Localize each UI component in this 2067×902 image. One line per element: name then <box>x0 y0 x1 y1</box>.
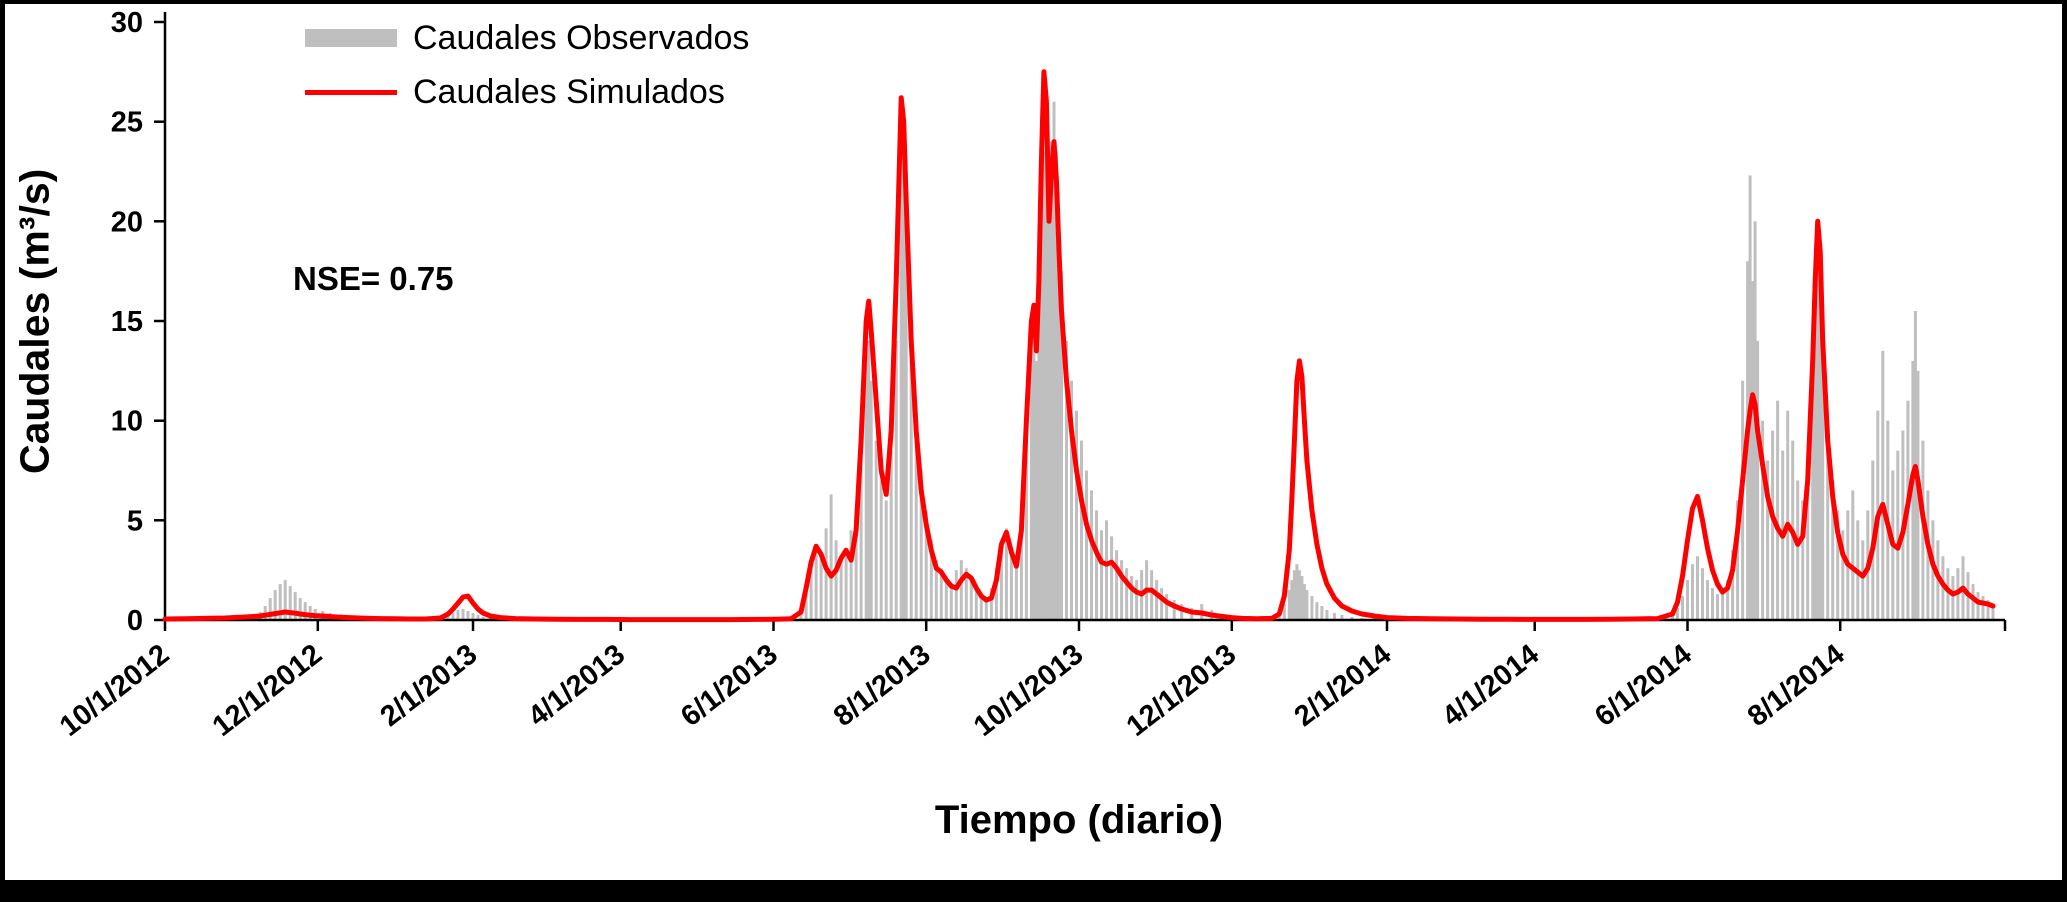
svg-text:15: 15 <box>111 306 143 338</box>
flow-chart: 0 5 10 15 20 25 30 10/1/2012 12/1/2012 2/1/2013 4/… <box>54 7 2007 743</box>
svg-text:0: 0 <box>127 605 143 637</box>
svg-text:10/1/2012: 10/1/2012 <box>54 638 175 743</box>
nse-annotation: NSE= 0.75 <box>293 260 454 297</box>
svg-text:6/1/2014: 6/1/2014 <box>1589 638 1698 733</box>
svg-text:12/1/2013: 12/1/2013 <box>1121 638 1242 743</box>
axes <box>154 12 2007 631</box>
y-tick-labels: 0 5 10 15 20 25 30 <box>111 7 143 637</box>
simulated-line-swatch <box>305 89 397 95</box>
svg-text:25: 25 <box>111 107 143 139</box>
svg-text:4/1/2013: 4/1/2013 <box>522 638 631 733</box>
svg-text:8/1/2014: 8/1/2014 <box>1742 638 1851 733</box>
observed-bar-swatch <box>305 29 397 47</box>
svg-text:5: 5 <box>127 505 143 537</box>
legend-item-observed: Caudales Observados <box>305 16 749 60</box>
svg-text:8/1/2013: 8/1/2013 <box>828 638 937 733</box>
legend: Caudales Observados Caudales Simulados <box>305 16 749 114</box>
simulated-line <box>162 69 1996 623</box>
svg-text:20: 20 <box>111 206 143 238</box>
svg-text:6/1/2013: 6/1/2013 <box>675 638 784 733</box>
svg-text:4/1/2014: 4/1/2014 <box>1436 638 1545 733</box>
svg-text:2/1/2014: 2/1/2014 <box>1289 638 1398 733</box>
svg-text:10: 10 <box>111 406 143 438</box>
svg-text:12/1/2012: 12/1/2012 <box>207 638 328 743</box>
svg-text:2/1/2013: 2/1/2013 <box>375 638 484 733</box>
observed-bars <box>203 101 1995 621</box>
x-axis-title: Tiempo (diario) <box>934 798 1224 842</box>
legend-label-simulated: Caudales Simulados <box>413 72 725 111</box>
x-tick-labels: 10/1/2012 12/1/2012 2/1/2013 4/1/2013 6/1/20… <box>54 638 1851 743</box>
legend-item-simulated: Caudales Simulados <box>305 70 749 114</box>
svg-text:30: 30 <box>111 7 143 39</box>
svg-text:10/1/2013: 10/1/2013 <box>968 638 1089 743</box>
legend-label-observed: Caudales Observados <box>413 18 750 57</box>
